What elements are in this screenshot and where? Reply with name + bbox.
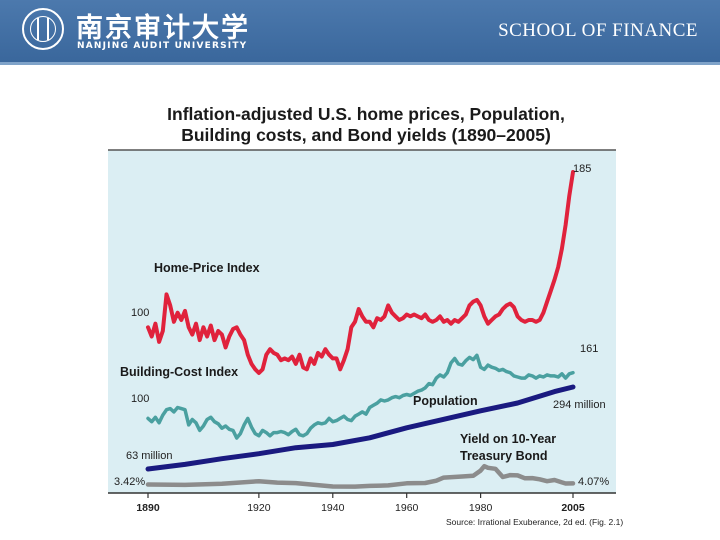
building-cost-line xyxy=(146,353,575,440)
chart-title-line2: Building costs, and Bond yields (1890–20… xyxy=(181,125,551,145)
population-start-label: 63 million xyxy=(126,450,172,462)
source-note: Source: Irrational Exuberance, 2d ed. (F… xyxy=(446,517,623,527)
population-line xyxy=(145,384,576,472)
population-series-label: Population xyxy=(413,394,478,408)
bond-yield-end-label: 4.07% xyxy=(578,476,609,488)
header-divider xyxy=(0,62,720,65)
seal-inner-ring xyxy=(30,16,56,42)
bond-yield-start-label: 3.42% xyxy=(114,476,145,488)
building-cost-series-label: Building-Cost Index xyxy=(120,365,238,379)
x-tick-label: 1960 xyxy=(395,502,419,514)
bond-yield-line xyxy=(145,463,576,489)
home-price-start-label: 100 xyxy=(131,307,149,319)
university-name-chinese: 南京审计大学 xyxy=(76,13,250,44)
chart-title-line1: Inflation-adjusted U.S. home prices, Pop… xyxy=(167,104,565,124)
bond-yield-series-label-line1: Yield on 10-Year xyxy=(460,432,556,446)
school-name: SCHOOL OF FINANCE xyxy=(498,20,698,41)
seal-emblem xyxy=(37,18,49,40)
home-price-end-label: 185 xyxy=(573,163,591,175)
x-axis-ticks: 1890 1920 1940 1960 1980 2005 xyxy=(136,493,585,514)
home-price-series-label: Home-Price Index xyxy=(154,261,260,275)
university-seal-icon xyxy=(22,8,64,50)
building-cost-start-label: 100 xyxy=(131,393,149,405)
home-price-line xyxy=(146,170,575,375)
x-tick-label: 1940 xyxy=(321,502,345,514)
university-name-english: NANJING AUDIT UNIVERSITY xyxy=(77,41,248,51)
x-tick-label: 1890 xyxy=(136,502,160,514)
building-cost-end-label: 161 xyxy=(580,343,598,355)
x-tick-label: 1920 xyxy=(247,502,271,514)
series-lines xyxy=(145,170,576,489)
x-tick-label: 2005 xyxy=(561,502,585,514)
header-bar xyxy=(0,0,720,62)
x-tick-label: 1980 xyxy=(469,502,493,514)
population-end-label: 294 million xyxy=(553,399,606,411)
bond-yield-series-label-line2: Treasury Bond xyxy=(460,449,548,463)
